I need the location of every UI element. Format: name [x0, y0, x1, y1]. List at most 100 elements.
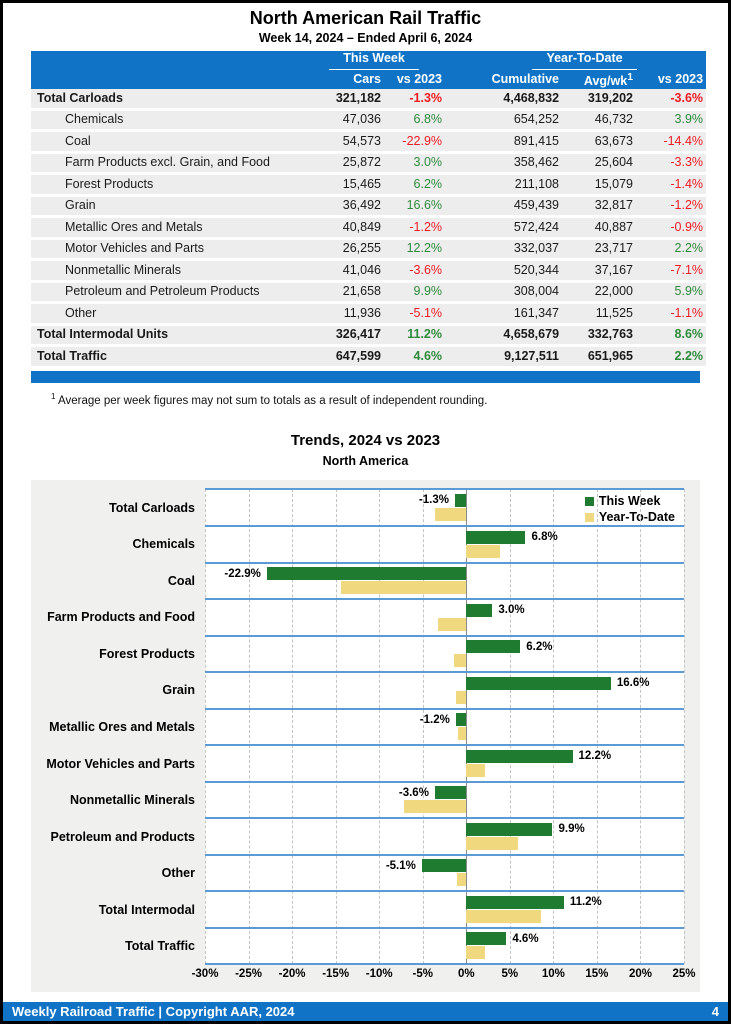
bar-value-label: 16.6% [616, 677, 650, 690]
bar-value-label: 6.2% [526, 640, 553, 653]
table-bottom-bar [31, 370, 700, 383]
cell-ytd-vs-2023: -3.6% [633, 89, 707, 111]
chart-category-label: Motor Vehicles and Parts [46, 756, 195, 771]
table-row: Nonmetallic Minerals 41,046 -3.6% 520,344 37… [31, 261, 707, 283]
column-header-cumulative: Cumulative [463, 70, 560, 90]
chart-x-axis: -30% -25% -20% -15% -10% -5% 0% 5% 10% 15% 20% 25% [192, 968, 696, 988]
gridline [553, 489, 555, 965]
cell-cumulative: 308,004 [463, 282, 560, 305]
cell-avg-per-week: 46,732 [559, 110, 634, 133]
cell-commodity: Coal [31, 132, 303, 154]
gridline [509, 489, 511, 965]
bar-value-label: 11.2% [569, 896, 602, 909]
cell-cars: 47,036 [303, 110, 381, 133]
bar-this-week [266, 567, 467, 581]
column-header-vs2023-ytd: vs 2023 [633, 70, 707, 90]
bar-year-to-date [466, 544, 501, 558]
bar-year-to-date [466, 763, 486, 777]
year-to-date-swatch [584, 512, 594, 522]
rail-table-body: Total Carloads 321,182 -1.3% 4,468,832 319,2… [31, 89, 707, 369]
chart-category-label: Farm Products and Food [47, 610, 195, 625]
cell-commodity: Total Carloads [31, 89, 303, 111]
bar-this-week [466, 932, 507, 946]
x-axis-tick-label: 0% [457, 968, 475, 981]
legend-item-this-week: This Week [584, 494, 675, 508]
cell-cumulative: 211,108 [463, 175, 560, 197]
cell-ytd-vs-2023: -1.1% [633, 304, 707, 326]
cell-week-vs-2023: 6.2% [381, 175, 446, 197]
cell-week-vs-2023: 4.6% [381, 347, 446, 369]
cell-commodity: Petroleum and Petroleum Products [31, 282, 303, 305]
cell-ytd-vs-2023: -3.3% [633, 153, 707, 176]
cell-cumulative: 358,462 [463, 153, 560, 176]
page-subtitle: Week 14, 2024 – Ended April 6, 2024 [258, 31, 473, 45]
cell-cars: 11,936 [303, 304, 381, 326]
cell-ytd-vs-2023: -1.4% [633, 175, 707, 197]
cell-ytd-vs-2023: -0.9% [633, 218, 707, 240]
table-row: Chemicals 47,036 6.8% 654,252 46,732 3.9% [31, 110, 707, 133]
bar-this-week [455, 713, 467, 727]
bar-year-to-date [434, 507, 467, 521]
cell-ytd-vs-2023: 8.6% [633, 325, 707, 348]
cell-week-vs-2023: -3.6% [381, 261, 446, 283]
x-axis-tick-label: 25% [672, 968, 696, 981]
cell-week-vs-2023: -1.2% [381, 218, 446, 240]
cell-gap [445, 239, 464, 262]
bar-value-label: -1.2% [419, 713, 450, 726]
cell-cumulative: 4,658,679 [463, 325, 560, 348]
avgwk-label: Avg/wk [583, 74, 628, 89]
cell-avg-per-week: 11,525 [559, 304, 634, 326]
cell-avg-per-week: 15,079 [559, 175, 634, 197]
cell-week-vs-2023: 12.2% [381, 239, 446, 262]
cell-week-vs-2023: 9.9% [381, 282, 446, 305]
table-row: Petroleum and Petroleum Products 21,658 9.… [31, 282, 707, 305]
chart-category-label: Total Intermodal [98, 902, 195, 917]
cell-gap [445, 132, 464, 154]
chart-category-label: Other [161, 866, 195, 881]
table-row: Farm Products excl. Grain, and Food 25,87… [31, 153, 707, 176]
bar-year-to-date [466, 909, 542, 923]
cell-week-vs-2023: -5.1% [381, 304, 446, 326]
bar-this-week [466, 822, 553, 836]
footnote-marker: 1 [51, 391, 56, 401]
this-week-swatch [584, 496, 594, 506]
row-separator-line [205, 853, 684, 856]
bar-value-label: -3.6% [398, 786, 429, 799]
cell-week-vs-2023: 11.2% [381, 325, 446, 348]
cell-commodity: Total Intermodal Units [31, 325, 303, 348]
cell-gap [445, 153, 464, 176]
bar-value-label: 6.8% [531, 531, 558, 544]
cell-cars: 326,417 [303, 325, 381, 348]
bar-value-label: -22.9% [224, 567, 261, 580]
x-axis-tick-label: -25% [235, 968, 262, 981]
cell-cars: 41,046 [303, 261, 381, 283]
cell-commodity: Grain [31, 196, 303, 219]
chart-category-label: Nonmetallic Minerals [69, 793, 195, 808]
column-group-this-week: This Week [303, 51, 446, 70]
x-axis-tick-label: 20% [628, 968, 652, 981]
cell-cars: 25,872 [303, 153, 381, 176]
table-row-total: Total Carloads 321,182 -1.3% 4,468,832 319,2… [31, 89, 707, 111]
row-separator-line [205, 926, 684, 929]
cell-gap [445, 282, 464, 305]
table-row-total: Total Intermodal Units 326,417 11.2% 4,658,… [31, 325, 707, 348]
bar-this-week [466, 530, 526, 544]
cell-gap [445, 325, 464, 348]
cell-avg-per-week: 23,717 [559, 239, 634, 262]
cell-ytd-vs-2023: 3.9% [633, 110, 707, 133]
chart-subtitle: North America [322, 454, 409, 469]
cell-avg-per-week: 332,763 [559, 325, 634, 348]
bar-this-week [466, 603, 493, 617]
bar-year-to-date [458, 727, 467, 741]
bar-this-week [466, 895, 564, 909]
x-axis-tick-label: -10% [365, 968, 393, 981]
cell-avg-per-week: 63,673 [559, 132, 634, 154]
cell-commodity: Farm Products excl. Grain, and Food [31, 153, 303, 176]
chart-category-label: Coal [167, 573, 195, 588]
table-row: Other 11,936 -5.1% 161,347 11,525 -1.1% [31, 304, 707, 326]
cell-cars: 36,492 [303, 196, 381, 219]
cell-cars: 40,849 [303, 218, 381, 240]
cell-commodity: Other [31, 304, 303, 326]
cell-ytd-vs-2023: 2.2% [633, 347, 707, 369]
